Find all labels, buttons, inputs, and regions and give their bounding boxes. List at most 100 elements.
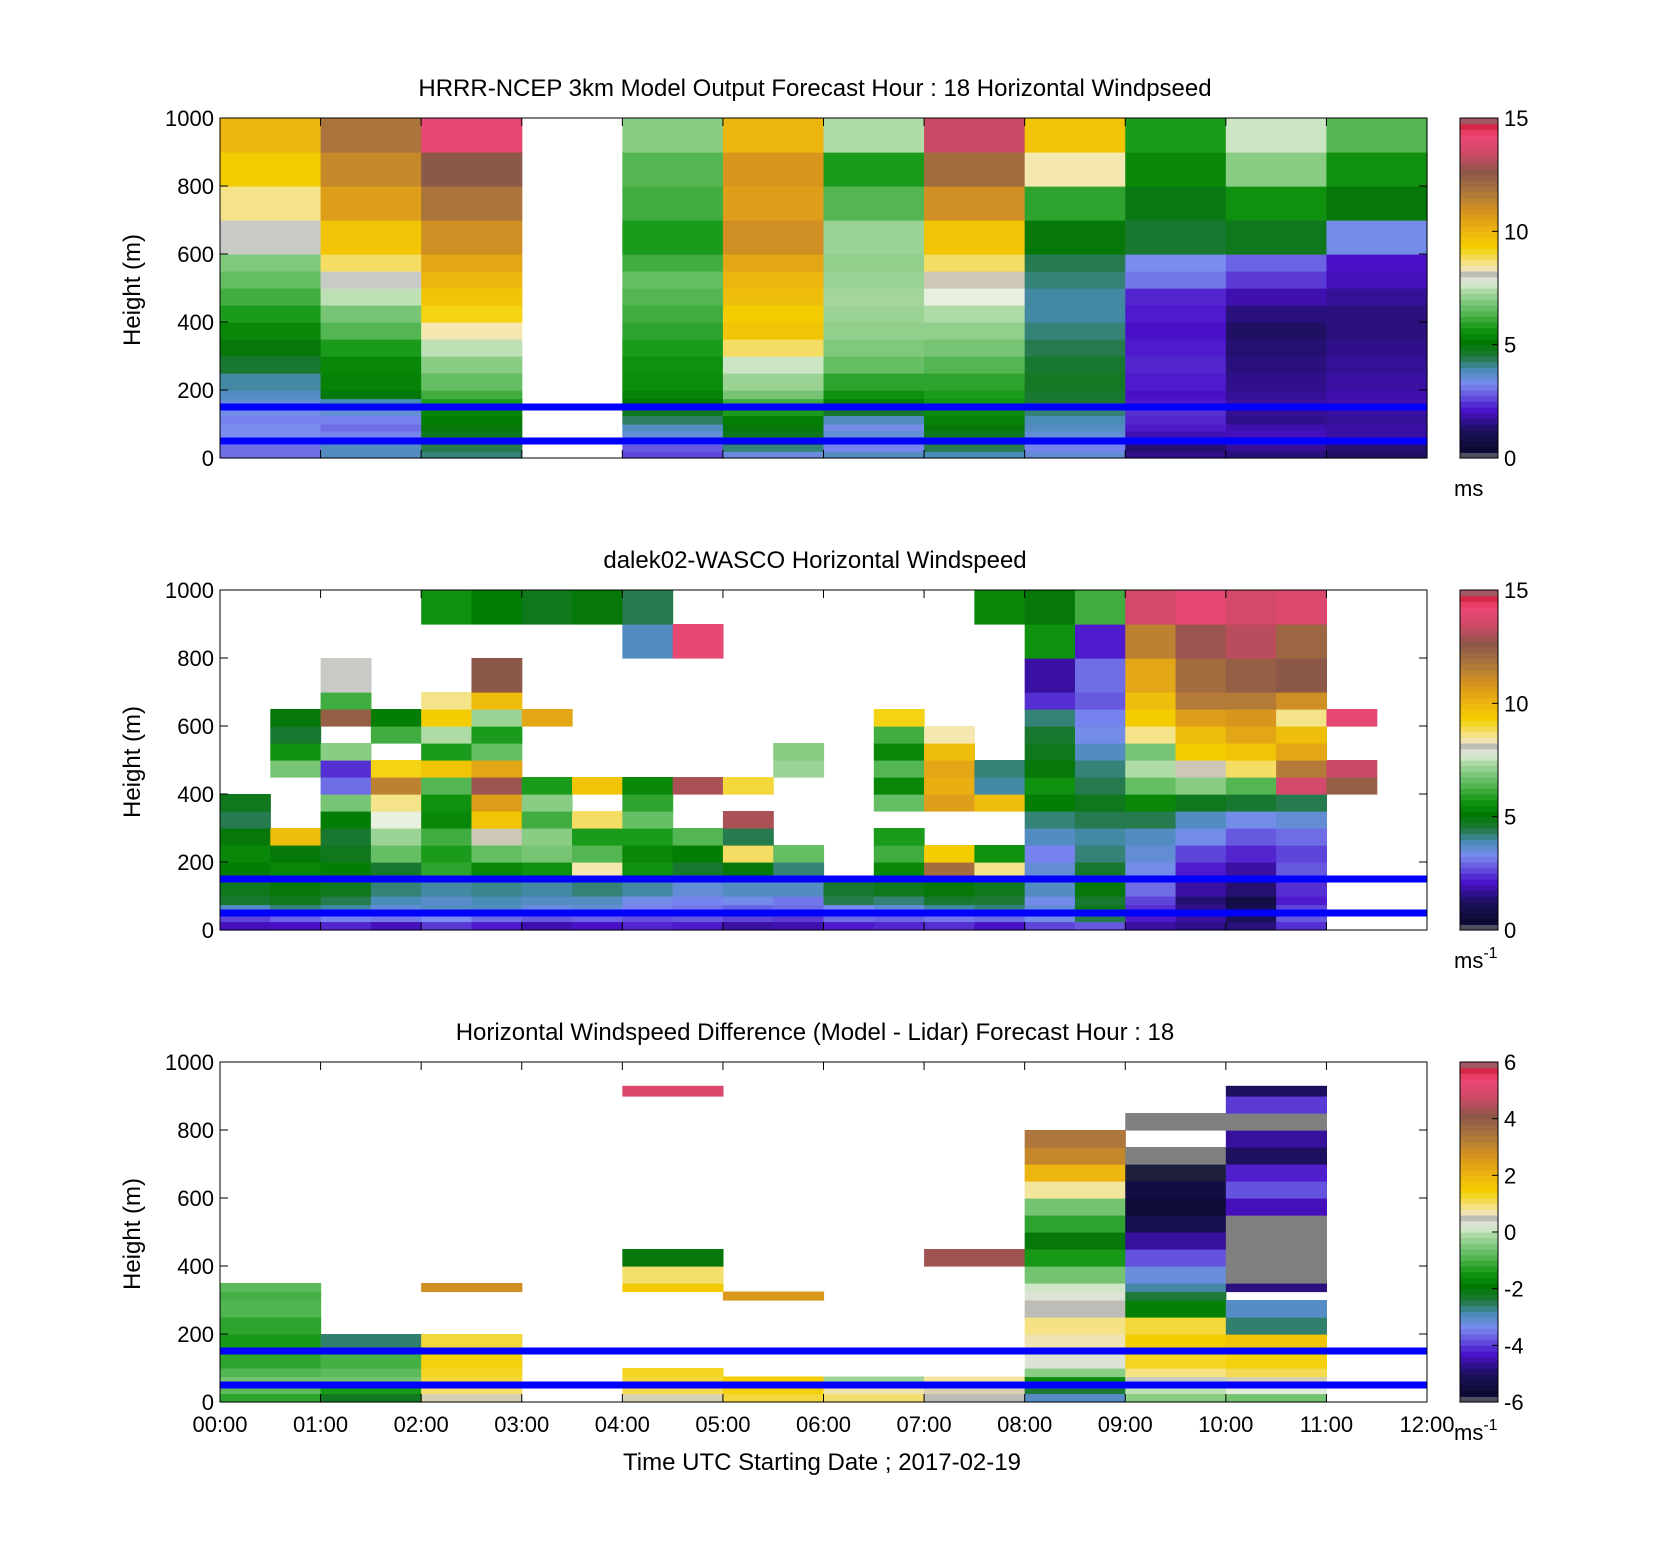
heatmap-cell [1125,373,1227,391]
heatmap-cell [974,845,1026,863]
colorbar-segment [1460,896,1498,903]
heatmap-cell [1326,424,1428,432]
heatmap-cell [1125,709,1177,727]
heatmap-cell [1024,794,1076,812]
heatmap-cell [1225,1085,1328,1097]
colorbar-segment [1460,401,1498,408]
colorbar-segment [1460,123,1498,130]
heatmap-cells [220,590,1378,931]
heatmap-cell [471,904,523,914]
y-tick-label: 800 [177,646,214,671]
heatmap-cell [722,356,825,374]
heatmap-cell [320,444,422,452]
heatmap-cell [1125,398,1227,408]
colorbar-segment [1460,675,1498,682]
colorbar-segment [1460,180,1498,187]
heatmap-cell [370,896,422,906]
heatmap-cell [1074,709,1126,727]
heatmap-cell [1024,1232,1126,1250]
heatmap-cell [421,430,523,439]
heatmap-cell [1225,1376,1328,1386]
x-tick-label: 07:00 [897,1412,952,1437]
lidar-panel: dalek02-WASCO Horizontal Windspeed Heigh… [119,547,1528,973]
x-tick-label: 01:00 [293,1412,348,1437]
heatmap-cell [1125,1393,1227,1403]
heatmap-cell [722,1291,825,1301]
heatmap-cell [1024,1385,1126,1395]
heatmap-cell [1024,118,1126,153]
heatmap-cell [421,390,523,400]
heatmap-cell [471,896,523,906]
heatmap-cell [622,444,724,452]
heatmap-cell [320,424,422,432]
colorbar-segment [1460,129,1498,136]
heatmap-cell [1225,709,1277,727]
heatmap-cell [1225,1317,1328,1335]
heatmap-cell [220,1385,322,1395]
heatmap-cell [1276,794,1328,812]
colorbar-segment [1460,1169,1498,1176]
heatmap-cell [1175,590,1227,625]
heatmap-cell [773,845,825,863]
colorbar-segment [1460,833,1498,840]
colorbar-tick-label: 15 [1504,578,1528,603]
heatmap-cell [622,424,724,432]
colorbar-segment [1460,254,1498,261]
heatmap-cell [1225,1385,1328,1395]
colorbar-tick-label: 4 [1504,1107,1516,1132]
heatmap-cell [1175,921,1227,931]
heatmap-cell [1326,373,1428,391]
colorbar-unit-exponent: -1 [1483,945,1497,962]
heatmap-cell [220,118,322,153]
heatmap-cell [622,430,724,439]
heatmap-cell [1276,743,1328,761]
heatmap-cell [823,904,875,914]
colorbar-segment [1460,890,1498,897]
heatmap-cell [622,590,674,625]
heatmap-cell [1024,743,1076,761]
heatmap-cell [421,322,523,340]
heatmap-cell [270,828,322,846]
colorbar-segment [1460,1203,1498,1210]
heatmap-cell [924,118,1026,153]
heatmap-cell [270,904,322,914]
heatmap-cell [320,288,422,306]
colorbar-segment [1460,1249,1498,1256]
heatmap-cell [622,904,674,914]
colorbar-segment [1460,612,1498,619]
heatmap-cell [471,828,523,846]
heatmap-cell [1125,118,1227,153]
colorbar-segment [1460,1124,1498,1131]
heatmap-cell [1125,1232,1227,1250]
colorbar-segment [1460,901,1498,908]
heatmap-cell [1024,904,1076,914]
heatmap-cell [1024,356,1126,374]
heatmap-cell [1175,794,1227,812]
heatmap-cell [924,444,1026,452]
heatmap-cell [1225,726,1277,744]
heatmap-cell [924,451,1026,459]
heatmap-cell [622,415,724,425]
colorbar-segment [1460,424,1498,431]
heatmap-cell [1225,373,1328,391]
heatmap-cells [220,118,1428,459]
colorbar-segment [1460,1373,1498,1380]
colorbar-segment [1460,601,1498,608]
heatmap-cell [1225,1334,1328,1352]
colorbar-segment [1460,1305,1498,1312]
x-axis-label: Time UTC Starting Date ; 2017-02-19 [623,1449,1021,1476]
heatmap-cell [823,398,925,408]
heatmap-cell [220,845,271,863]
heatmap-cell [1125,430,1227,439]
colorbar-segment [1460,214,1498,221]
heatmap-cell [572,921,623,931]
heatmap-cell [1225,118,1328,153]
y-tick-label: 1000 [165,578,214,603]
heatmap-cell [320,271,422,289]
colorbar-segment [1460,1135,1498,1142]
colorbar-segment [1460,618,1498,625]
heatmap-cell [1225,811,1277,829]
heatmap-cell [672,904,724,914]
heatmap-cell [974,921,1026,931]
heatmap-cell [1024,254,1126,272]
